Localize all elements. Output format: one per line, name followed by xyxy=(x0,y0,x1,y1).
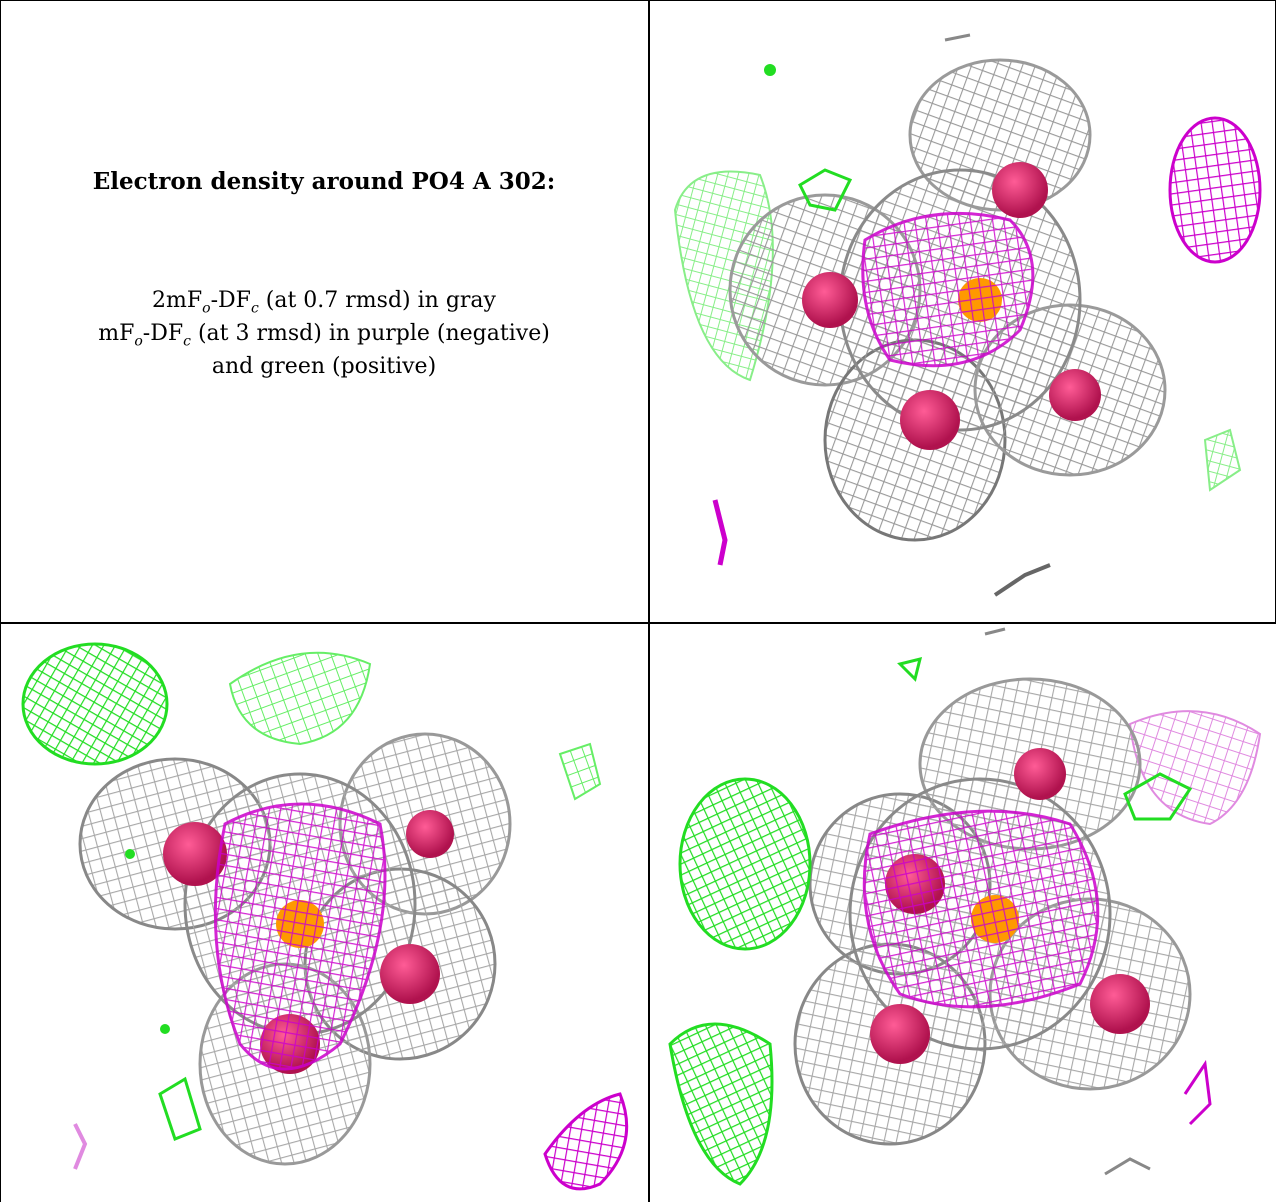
density-image-bottom-right xyxy=(668,627,1262,1186)
frame-divider-horizontal xyxy=(0,622,1276,624)
density-view-bottom-right xyxy=(650,624,1276,1202)
frame-left xyxy=(0,0,1,1202)
caption-line-2mfo: 2mFo-DFc (at 0.7 rmsd) in gray xyxy=(152,288,496,317)
frame-divider-vertical xyxy=(648,0,650,1202)
caption-cell: Electron density around PO4 A 302: 2mFo-… xyxy=(0,0,648,622)
caption-line-mfo: mFo-DFc (at 3 rmsd) in purple (negative) xyxy=(98,321,550,350)
caption-line-green: and green (positive) xyxy=(211,354,437,379)
frame-top xyxy=(0,0,1276,1)
density-image-top-right xyxy=(673,33,1262,597)
caption-description: 2mFo-DFc (at 0.7 rmsd) in gray mFo-DFc (… xyxy=(0,284,648,383)
density-view-bottom-left xyxy=(0,624,648,1202)
density-view-top-right xyxy=(650,0,1276,622)
density-image-bottom-left xyxy=(21,642,629,1191)
caption-title: Electron density around PO4 A 302: xyxy=(92,168,556,195)
